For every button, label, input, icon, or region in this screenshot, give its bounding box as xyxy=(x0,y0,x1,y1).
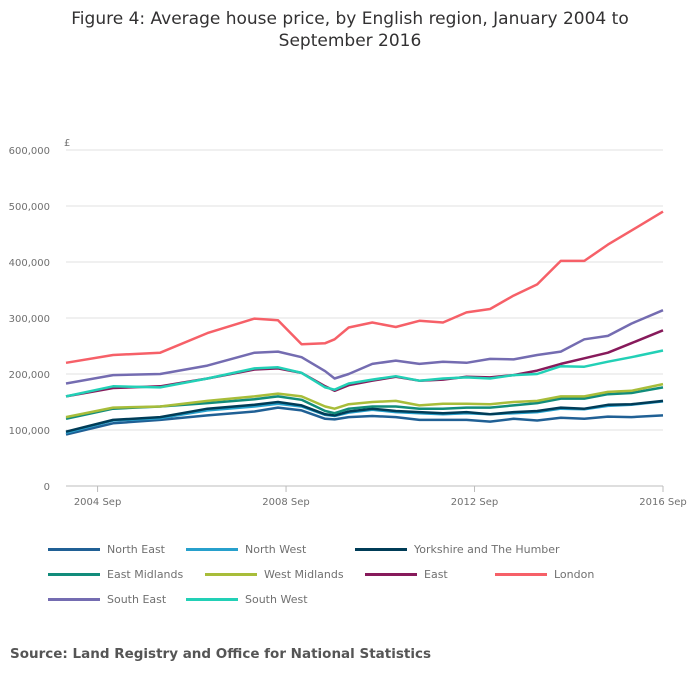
legend-swatch xyxy=(205,572,257,576)
y-tick-label: 100,000 xyxy=(9,426,50,437)
y-tick-label: 0 xyxy=(44,482,50,493)
series-line-london xyxy=(65,210,664,365)
x-tick-label: 2012 Sep xyxy=(451,497,498,508)
legend-item[interactable]: North West xyxy=(186,540,306,558)
legend-swatch xyxy=(495,572,547,576)
legend-label: Yorkshire and The Humber xyxy=(414,542,560,556)
legend-item[interactable]: South West xyxy=(186,590,308,608)
chart-title: Figure 4: Average house price, by Englis… xyxy=(71,9,629,51)
legend-swatch xyxy=(48,547,100,551)
legend-swatch xyxy=(48,597,100,601)
legend-swatch xyxy=(186,547,238,551)
line-chart: 0 100,000 200,000 300,000 400,000 500,000 600,… xyxy=(9,138,687,508)
legend-item[interactable]: West Midlands xyxy=(205,565,344,583)
y-tick-label: 200,000 xyxy=(9,370,50,381)
y-tick-label: 400,000 xyxy=(9,258,50,269)
series-line-yorkshire-and-the-humber xyxy=(65,399,664,433)
legend-item[interactable]: East Midlands xyxy=(48,565,183,583)
series-line-south-east xyxy=(65,309,664,385)
legend-label: East Midlands xyxy=(107,567,184,581)
legend: North East North West Yorkshire and The Hu… xyxy=(48,540,688,615)
legend-label: South West xyxy=(245,592,308,606)
y-tick-label: 500,000 xyxy=(9,202,50,213)
legend-item[interactable]: North East xyxy=(48,540,165,558)
legend-item[interactable]: Yorkshire and The Humber xyxy=(355,540,560,558)
y-axis-label: £ xyxy=(64,138,70,149)
legend-row: South East South West xyxy=(48,590,688,615)
y-tick-label: 300,000 xyxy=(9,314,50,325)
legend-label: South East xyxy=(107,592,167,606)
series-line-west-midlands xyxy=(65,382,664,419)
series-line-east-midlands xyxy=(65,386,664,421)
x-tick-label: 2008 Sep xyxy=(262,497,309,508)
y-tick-label: 600,000 xyxy=(9,146,50,157)
legend-label: West Midlands xyxy=(264,567,344,581)
legend-swatch xyxy=(186,597,238,601)
legend-swatch xyxy=(355,547,407,551)
legend-item[interactable]: East xyxy=(365,565,448,583)
source-note: Source: Land Registry and Office for Nat… xyxy=(10,646,432,662)
legend-row: North East North West Yorkshire and The Hu… xyxy=(48,540,688,565)
x-tick-label: 2016 Sep xyxy=(639,497,686,508)
legend-label: North East xyxy=(107,542,165,556)
legend-swatch xyxy=(48,572,100,576)
legend-label: North West xyxy=(245,542,307,556)
x-tick-label: 2004 Sep xyxy=(74,497,121,508)
legend-label: East xyxy=(424,567,448,581)
legend-label: London xyxy=(554,567,595,581)
legend-swatch xyxy=(365,572,417,576)
legend-item[interactable]: London xyxy=(495,565,594,583)
series-line-north-east xyxy=(65,406,664,436)
series-line-south-west xyxy=(65,349,664,398)
legend-item[interactable]: South East xyxy=(48,590,166,608)
legend-row: East Midlands West Midlands East London xyxy=(48,565,688,590)
